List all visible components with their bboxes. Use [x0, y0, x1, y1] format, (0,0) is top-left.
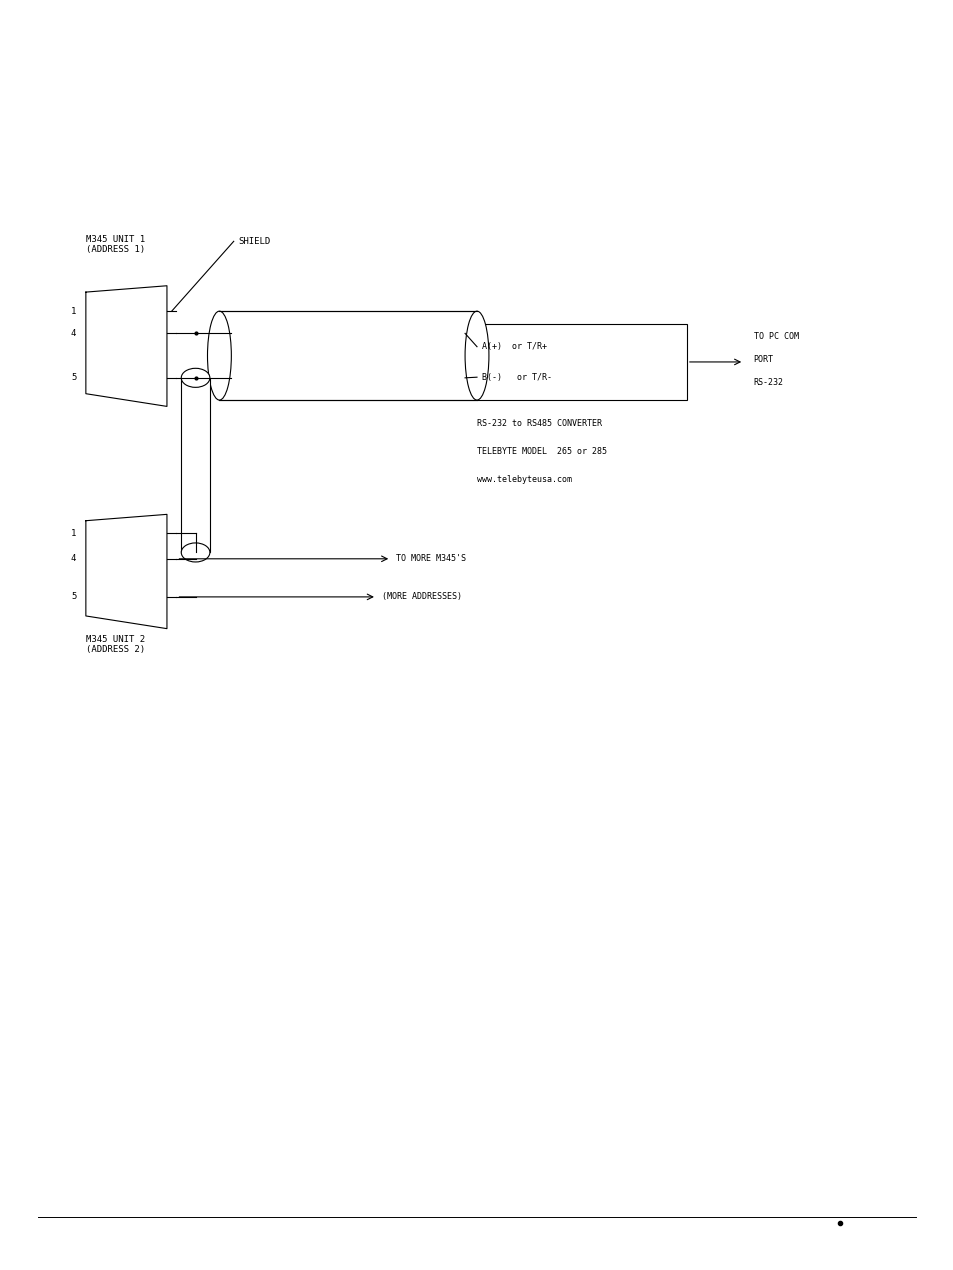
Text: www.telebyteusa.com: www.telebyteusa.com	[476, 475, 572, 484]
Text: 1: 1	[71, 528, 76, 538]
Text: M345 UNIT 2
(ADDRESS 2): M345 UNIT 2 (ADDRESS 2)	[86, 635, 145, 654]
Ellipse shape	[181, 368, 210, 387]
Text: B(-)   or T/R-: B(-) or T/R-	[481, 372, 551, 382]
Text: (MORE ADDRESSES): (MORE ADDRESSES)	[381, 592, 461, 602]
FancyBboxPatch shape	[181, 378, 210, 552]
Text: 5: 5	[71, 373, 76, 382]
Ellipse shape	[208, 311, 232, 400]
Text: M345 UNIT 1
(ADDRESS 1): M345 UNIT 1 (ADDRESS 1)	[86, 235, 145, 254]
Text: TELEBYTE MODEL  265 or 285: TELEBYTE MODEL 265 or 285	[476, 447, 606, 456]
Text: 5: 5	[71, 592, 76, 602]
Text: 1: 1	[71, 306, 76, 316]
Text: TO PC COM: TO PC COM	[753, 331, 798, 342]
Text: SHIELD: SHIELD	[238, 236, 271, 246]
Text: TO MORE M345'S: TO MORE M345'S	[395, 554, 465, 564]
Text: PORT: PORT	[753, 354, 773, 364]
Text: RS-232 to RS485 CONVERTER: RS-232 to RS485 CONVERTER	[476, 419, 601, 428]
FancyBboxPatch shape	[476, 324, 686, 400]
Text: RS-232: RS-232	[753, 377, 782, 387]
FancyBboxPatch shape	[219, 311, 476, 400]
Ellipse shape	[464, 311, 488, 400]
Ellipse shape	[181, 544, 210, 561]
Text: 4: 4	[71, 329, 76, 338]
Text: A(+)  or T/R+: A(+) or T/R+	[481, 342, 546, 352]
Text: 4: 4	[71, 554, 76, 564]
